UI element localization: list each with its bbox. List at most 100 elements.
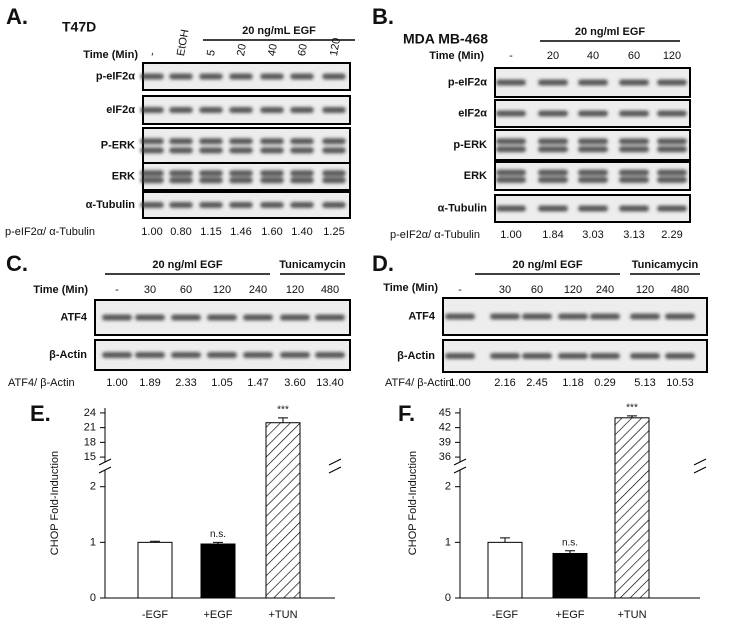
blot-label: p-eIF2α <box>96 70 135 82</box>
band <box>578 176 608 183</box>
bar <box>614 417 650 599</box>
treatment-label: 20 ng/mL EGF <box>242 25 316 37</box>
blot-label: ATF4 <box>60 311 88 323</box>
time-label: Time (Min) <box>33 284 88 296</box>
band <box>538 205 568 212</box>
band <box>657 79 687 86</box>
blot-label: β-Actin <box>49 349 87 361</box>
cell-line: T47D <box>62 19 96 35</box>
band <box>229 170 253 177</box>
lane-label: 30 <box>499 284 511 296</box>
y-tick-label: 42 <box>439 422 451 434</box>
band <box>199 177 223 184</box>
band <box>260 202 284 208</box>
ratio-value: 2.16 <box>494 377 515 389</box>
band <box>169 73 193 80</box>
band <box>496 205 526 212</box>
blot-label: eIF2α <box>106 104 135 116</box>
band <box>578 169 608 176</box>
blot-label: β-Actin <box>397 350 435 362</box>
band <box>558 313 588 320</box>
lane-label: 40 <box>587 50 599 62</box>
ratio-value: 1.00 <box>500 229 521 241</box>
band <box>102 352 132 358</box>
band <box>169 147 193 154</box>
band <box>229 138 253 145</box>
bar <box>265 422 301 599</box>
lane-label: EtOH <box>175 28 191 57</box>
band <box>657 176 687 183</box>
ratio-value: 1.00 <box>449 377 470 389</box>
axis-break <box>328 458 342 466</box>
band <box>619 79 649 86</box>
band <box>290 177 314 184</box>
band <box>322 107 346 113</box>
blot-label: α-Tubulin <box>86 199 136 211</box>
band <box>619 169 649 176</box>
y-tick-label: 0 <box>90 592 96 604</box>
bar <box>552 552 588 599</box>
ratio-value: 0.80 <box>170 226 191 238</box>
x-tick-label: +EGF <box>555 609 584 621</box>
ratio-value: 1.47 <box>247 377 268 389</box>
band <box>322 73 346 80</box>
bands <box>445 313 695 320</box>
lane-label: 60 <box>628 50 640 62</box>
band <box>315 352 345 358</box>
band <box>199 147 223 154</box>
band <box>619 176 649 183</box>
lane-label: - <box>509 50 513 62</box>
band <box>290 73 314 80</box>
band <box>207 352 237 358</box>
band <box>260 107 284 113</box>
band <box>199 202 223 208</box>
band <box>630 353 660 359</box>
bar <box>137 541 173 599</box>
bands <box>496 79 687 86</box>
band <box>590 313 620 320</box>
axis-break <box>328 466 342 474</box>
ratio-label: p-eIF2α/ α-Tubulin <box>5 226 95 238</box>
y-tick-label: 2 <box>445 481 451 493</box>
treatment-label: Tunicamycin <box>279 259 346 271</box>
band <box>522 313 552 320</box>
band <box>290 147 314 154</box>
band <box>199 107 223 113</box>
band <box>657 146 687 153</box>
y-tick-label: 39 <box>439 436 451 448</box>
bands <box>140 170 346 184</box>
band <box>578 205 608 212</box>
ratio-value: 1.25 <box>323 226 344 238</box>
ratio-value: 1.15 <box>200 226 221 238</box>
lane-label: 480 <box>671 284 689 296</box>
bands <box>496 205 687 212</box>
band <box>490 313 520 320</box>
band <box>243 352 273 358</box>
treatment-label: 20 ng/ml EGF <box>512 259 583 271</box>
band <box>630 313 660 320</box>
panel-letter: C. <box>6 251 28 276</box>
band <box>496 176 526 183</box>
y-tick-label: 45 <box>439 407 451 419</box>
ratio-value: 2.33 <box>175 377 196 389</box>
band <box>657 169 687 176</box>
y-axis-label: CHOP Fold-Induction <box>407 451 419 555</box>
band <box>140 107 164 113</box>
band <box>496 138 526 145</box>
band <box>169 202 193 208</box>
band <box>538 79 568 86</box>
error-bar <box>500 537 510 543</box>
band <box>619 110 649 117</box>
lane-label: 5 <box>205 49 218 57</box>
axis-break <box>693 458 707 466</box>
blot-label: eIF2α <box>458 107 487 119</box>
band <box>578 146 608 153</box>
band <box>140 177 164 184</box>
band <box>578 110 608 117</box>
ratio-value: 10.53 <box>666 377 694 389</box>
band <box>140 73 164 80</box>
lane-label: 30 <box>144 284 156 296</box>
ratio-value: 3.60 <box>284 377 305 389</box>
band <box>619 146 649 153</box>
